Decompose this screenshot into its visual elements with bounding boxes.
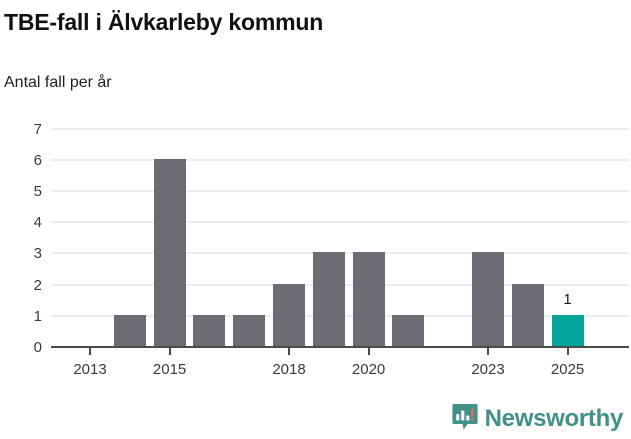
x-tick-label-2023: 2023 [471,361,505,378]
x-tick-label-2018: 2018 [272,361,306,378]
y-tick-label-0: 0 [33,339,42,356]
y-tick-label-2: 2 [33,276,42,294]
x-tick-label-2020: 2020 [351,361,386,378]
newsworthy-branding[interactable]: Newsworthy [452,403,623,435]
y-tick-label-4: 4 [33,214,42,232]
bar-2015[interactable] [153,158,186,346]
gridline-6 [51,158,629,161]
gridline-4 [51,221,629,224]
chart-title: TBE-fall i Älvkarleby kommun [4,9,324,35]
bar-2018[interactable] [273,283,305,346]
bar-2016[interactable] [193,314,226,346]
x-tick-mark-2023 [487,348,489,355]
bar-2017[interactable] [233,314,266,346]
bar-2023[interactable] [472,252,504,346]
y-tick-label-1: 1 [33,307,42,325]
y-tick-label-3: 3 [33,245,42,263]
newsworthy-logo-icon [452,403,478,436]
x-tick-mark-2020 [367,348,370,355]
gridline-5 [51,190,629,192]
bar-2014[interactable] [113,314,146,346]
bar-2021[interactable] [392,314,425,346]
x-tick-mark-2025 [566,348,569,355]
x-tick-mark-2015 [168,348,171,355]
bar-2025[interactable] [551,314,584,346]
x-tick-label-2015: 2015 [152,361,187,378]
bar-value-label-2025: 1 [563,290,572,308]
x-tick-label-2025: 2025 [550,361,585,378]
x-axis-line [51,346,629,348]
newsworthy-wordmark: Newsworthy [484,405,624,432]
chart-subtitle: Antal fall per år [4,74,112,91]
gridline-7 [51,127,629,130]
y-tick-label-7: 7 [33,120,42,138]
y-tick-label-5: 5 [33,183,42,200]
x-tick-mark-2018 [288,348,290,355]
x-tick-mark-2013 [89,348,91,355]
plot-area: 0 1 2 3 4 5 6 7 1 2013 2015 2018 2020 2023 2025 [0,110,631,377]
bar-2024[interactable] [511,283,544,346]
bar-2020[interactable] [352,252,385,346]
y-tick-label-6: 6 [33,151,42,169]
x-tick-label-2013: 2013 [73,361,107,378]
bar-2019[interactable] [312,252,345,346]
